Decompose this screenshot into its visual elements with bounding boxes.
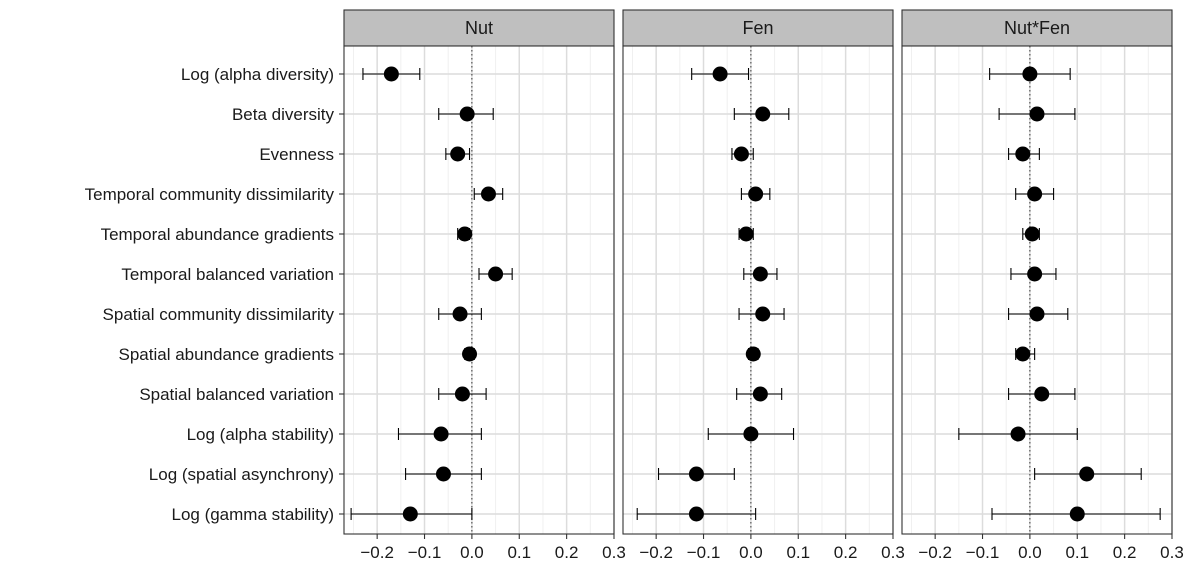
estimate-point [755,106,771,122]
x-tick-label: 0.0 [739,543,763,562]
y-tick-label: Log (spatial asynchrony) [149,465,334,484]
facet-strip [343,9,615,47]
estimate-point [733,146,749,162]
x-tick-label: −0.2 [918,543,952,562]
estimate-point [488,266,504,282]
estimate-point [688,506,704,522]
x-tick-label: 0.1 [786,543,810,562]
panel-background [902,46,1172,534]
facet-strip [622,9,894,47]
estimate-point [1079,466,1095,482]
x-tick-label: 0.2 [1113,543,1137,562]
estimate-point [755,306,771,322]
y-tick-label: Temporal abundance gradients [101,225,334,244]
estimate-point [1024,226,1040,242]
estimate-point [435,466,451,482]
facet-title: Fen [742,18,773,38]
estimate-point [752,266,768,282]
y-tick-label: Log (gamma stability) [171,505,334,524]
x-tick-label: 0.2 [834,543,858,562]
facet-panel: Nut*Fen −0.2 −0.1 0.0 0.1 0.2 0.3 [901,9,1184,562]
estimate-point [688,466,704,482]
x-tick-label: −0.1 [408,543,442,562]
estimate-point [712,66,728,82]
facet-panel: Nut −0.2 −0.1 0.0 0.1 0.2 0.3 [343,9,626,562]
x-tick-label: 0.0 [1018,543,1042,562]
estimate-point [1027,186,1043,202]
x-tick-label: 0.2 [555,543,579,562]
x-tick-label: 0.3 [881,543,905,562]
estimate-point [1029,106,1045,122]
estimate-point [480,186,496,202]
facet-strip [901,9,1173,47]
y-tick-label: Evenness [259,145,334,164]
panel-border [622,45,894,535]
facet-panels: Nut −0.2 −0.1 0.0 0.1 0.2 0.3 Fen −0.2 −0.1 0.0 0.1… [343,9,1184,562]
estimate-point [745,346,761,362]
x-tick-label: −0.2 [360,543,394,562]
estimate-point [1029,306,1045,322]
x-tick-label: −0.1 [687,543,721,562]
estimate-point [748,186,764,202]
panel-background [344,46,614,534]
panel-background [623,46,893,534]
estimate-point [454,386,470,402]
estimate-point [1022,66,1038,82]
estimate-point [450,146,466,162]
x-tick-label: 0.3 [1160,543,1184,562]
facet-title: Nut*Fen [1004,18,1070,38]
estimate-point [738,226,754,242]
estimate-point [1027,266,1043,282]
y-tick-label: Spatial abundance gradients [119,345,335,364]
estimate-point [1010,426,1026,442]
facet-panel: Fen −0.2 −0.1 0.0 0.1 0.2 0.3 [622,9,905,562]
x-tick-label: 0.1 [1065,543,1089,562]
estimate-point [383,66,399,82]
facet-title: Nut [465,18,493,38]
x-tick-label: −0.2 [639,543,673,562]
estimate-point [462,346,478,362]
estimate-point [1034,386,1050,402]
y-tick-label: Beta diversity [232,105,335,124]
y-tick-label: Log (alpha diversity) [181,65,334,84]
y-tick-label: Temporal community dissimilarity [85,185,335,204]
estimate-point [459,106,475,122]
estimate-point [1015,146,1031,162]
x-tick-label: −0.1 [966,543,1000,562]
y-axis-labels: Log (alpha diversity) Beta diversity Evenn… [85,65,344,524]
estimate-point [433,426,449,442]
y-tick-label: Log (alpha stability) [187,425,334,444]
estimate-point [1015,346,1031,362]
panel-border [343,45,615,535]
estimate-point [402,506,418,522]
panel-border [901,45,1173,535]
estimate-point [743,426,759,442]
estimate-point [452,306,468,322]
estimate-point [457,226,473,242]
estimate-point [1069,506,1085,522]
y-tick-label: Spatial balanced variation [139,385,334,404]
estimate-point [752,386,768,402]
x-tick-label: 0.3 [602,543,626,562]
y-tick-label: Spatial community dissimilarity [103,305,335,324]
y-tick-label: Temporal balanced variation [121,265,334,284]
x-tick-label: 0.0 [460,543,484,562]
x-tick-label: 0.1 [507,543,531,562]
